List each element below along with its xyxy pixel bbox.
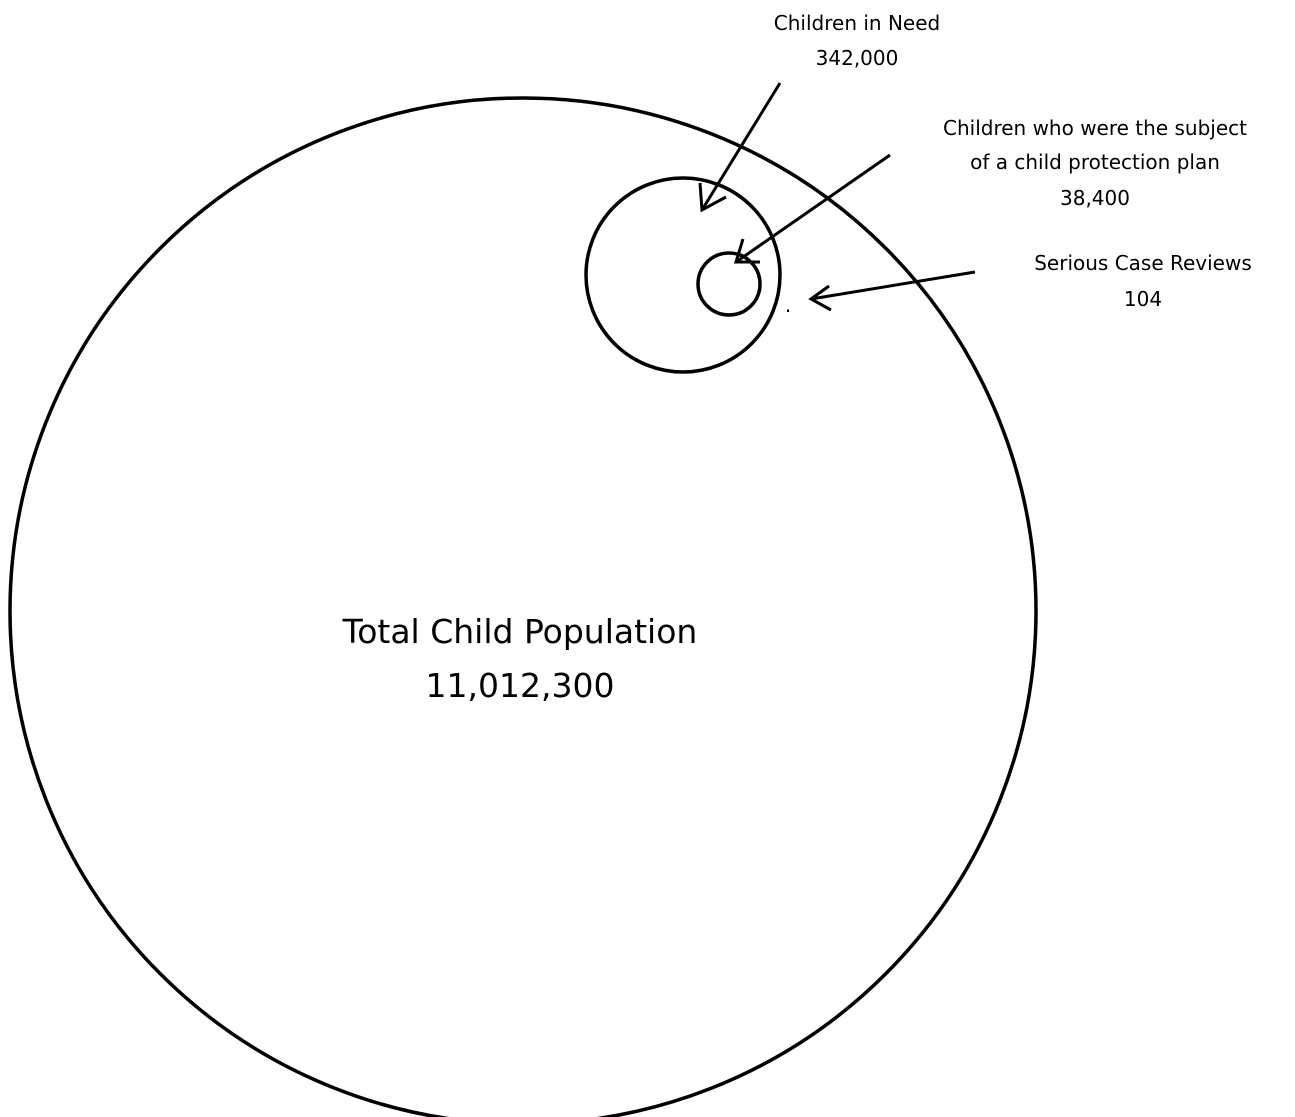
serious-case-reviews-arrow — [810, 270, 976, 301]
protection-plan-value: 38,400 — [1060, 186, 1130, 210]
serious-case-reviews-value: 104 — [1124, 287, 1162, 311]
protection-plan-title-line1: Children who were the subject — [943, 116, 1247, 140]
children-in-need-value: 342,000 — [816, 46, 899, 70]
total-population-title: Total Child Population — [342, 612, 698, 651]
serious-case-reviews-title: Serious Case Reviews — [1034, 251, 1252, 275]
protection-plan-circle — [696, 251, 762, 317]
serious-case-reviews-marker: . — [785, 293, 791, 317]
children-in-need-arrow — [700, 82, 782, 211]
protection-plan-title-line2: of a child protection plan — [970, 150, 1220, 174]
children-in-need-title: Children in Need — [774, 11, 940, 35]
total-population-circle — [8, 96, 1038, 1117]
protection-plan-arrowhead — [733, 238, 760, 264]
total-population-value: 11,012,300 — [426, 666, 615, 705]
children-in-need-arrowhead — [698, 182, 727, 213]
serious-case-reviews-arrowhead — [808, 284, 832, 312]
protection-plan-arrow — [735, 153, 891, 264]
children-in-need-circle — [584, 176, 782, 374]
